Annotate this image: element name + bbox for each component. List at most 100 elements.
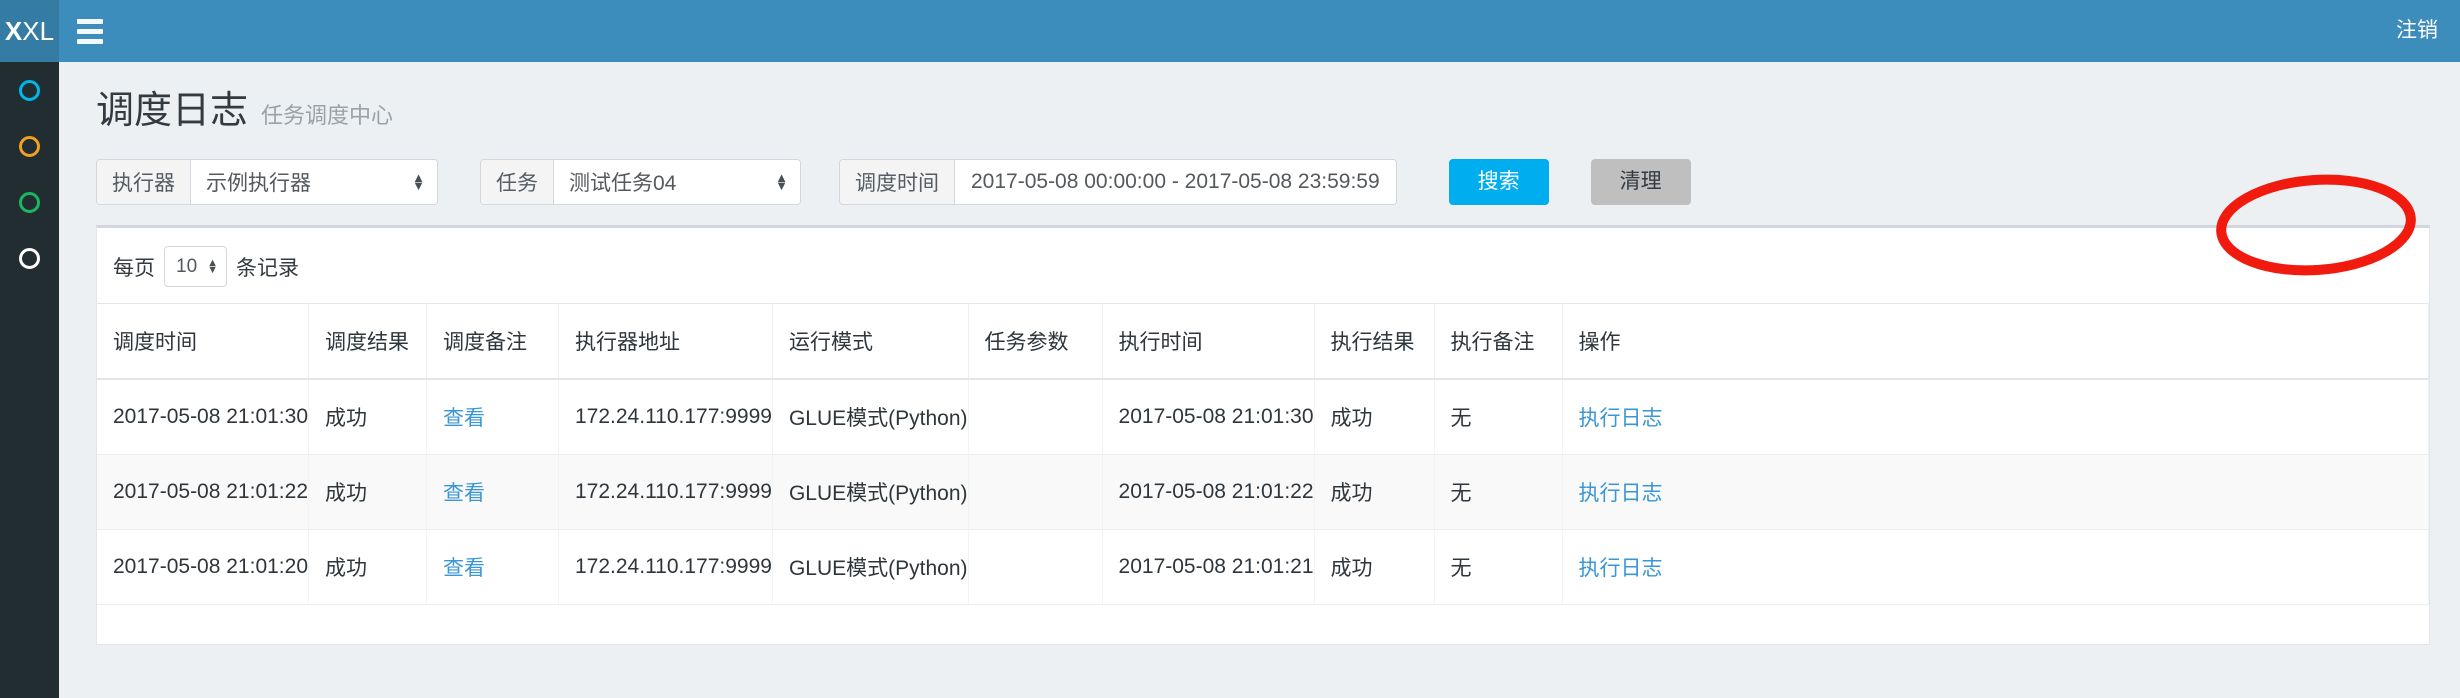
schedule-time-filter: 调度时间 2017-05-08 00:00:00 - 2017-05-08 23… [839, 159, 1397, 205]
table-header-row: 调度时间 调度结果 调度备注 执行器地址 运行模式 任务参数 执行时间 执行结果… [97, 303, 2430, 380]
col-exec-time[interactable]: 执行时间 [1102, 303, 1315, 380]
cell-exec-remark: 无 [1434, 454, 1563, 530]
cell-schedule-remark: 查看 [426, 454, 559, 530]
schedule-log-table: 调度时间 调度结果 调度备注 执行器地址 运行模式 任务参数 执行时间 执行结果… [97, 303, 2430, 605]
executor-filter-label: 执行器 [97, 160, 191, 204]
cell-exec-time: 2017-05-08 21:01:30 [1102, 379, 1315, 455]
table-row: 2017-05-08 21:01:30 成功 查看 172.24.110.177… [97, 379, 2430, 455]
filter-bar: 执行器 示例执行器 ▲ ▼ 任务 测试任务04 ▲ ▼ 调度时间 2017-05-0… [96, 159, 2460, 205]
hamburger-bar [77, 38, 103, 44]
col-exec-result[interactable]: 执行结果 [1314, 303, 1435, 380]
logo-bold-part: X [4, 16, 23, 46]
table-head: 调度时间 调度结果 调度备注 执行器地址 运行模式 任务参数 执行时间 执行结果… [97, 303, 2430, 380]
circle-icon [19, 79, 40, 101]
exec-log-link[interactable]: 执行日志 [1578, 557, 1663, 580]
executor-filter: 执行器 示例执行器 ▲ ▼ [96, 159, 438, 205]
main-content: 调度日志 任务调度中心 执行器 示例执行器 ▲ ▼ 任务 测试任务04 ▲ ▼ [59, 62, 2460, 698]
view-link[interactable]: 查看 [443, 407, 485, 430]
circle-icon [19, 191, 40, 213]
cell-run-mode: GLUE模式(Python) [772, 379, 969, 455]
cell-schedule-remark: 查看 [426, 529, 559, 605]
length-prefix-label: 每页 [113, 256, 155, 280]
cell-schedule-result: 成功 [308, 379, 427, 455]
sort-arrows-icon: ▲ ▼ [775, 170, 788, 193]
sidebar [0, 62, 59, 698]
schedule-time-value: 2017-05-08 00:00:00 - 2017-05-08 23:59:5… [971, 170, 1380, 193]
logo-text: XXL [5, 18, 54, 44]
cell-exec-remark: 无 [1434, 529, 1563, 605]
job-select-value: 测试任务04 [569, 172, 677, 195]
schedule-time-input[interactable]: 2017-05-08 00:00:00 - 2017-05-08 23:59:5… [955, 160, 1396, 204]
page-subtitle: 任务调度中心 [261, 103, 394, 128]
table-body: 2017-05-08 21:01:30 成功 查看 172.24.110.177… [97, 379, 2430, 605]
cell-job-params [968, 529, 1103, 605]
circle-icon [19, 247, 40, 269]
table-row: 2017-05-08 21:01:20 成功 查看 172.24.110.177… [97, 529, 2430, 605]
page-length-select[interactable]: 10 ▲ ▼ [164, 246, 227, 287]
table-length-control: 每页 10 ▲ ▼ 条记录 [97, 228, 2429, 303]
page-title: 调度日志 [96, 90, 249, 132]
cell-executor-address: 172.24.110.177:9999 [558, 454, 773, 530]
sort-arrows-icon: ▲ ▼ [207, 256, 218, 276]
length-suffix-label: 条记录 [236, 256, 299, 280]
exec-log-link[interactable]: 执行日志 [1578, 482, 1663, 505]
cell-run-mode: GLUE模式(Python) [772, 454, 969, 530]
col-run-mode[interactable]: 运行模式 [772, 303, 969, 380]
cell-action: 执行日志 [1562, 454, 2430, 530]
logo[interactable]: XXL [0, 0, 59, 62]
clear-button[interactable]: 清理 [1590, 159, 1691, 205]
col-action[interactable]: 操作 [1562, 303, 2430, 380]
cell-exec-result: 成功 [1314, 379, 1435, 455]
hamburger-bar [77, 18, 103, 24]
top-header: XXL 注销 [0, 0, 2460, 62]
page-length-value: 10 [176, 255, 198, 277]
cell-exec-remark: 无 [1434, 379, 1563, 455]
cell-action: 执行日志 [1562, 529, 2430, 605]
logo-rest-part: XL [22, 16, 55, 46]
logout-link[interactable]: 注销 [2396, 19, 2438, 42]
view-link[interactable]: 查看 [443, 557, 485, 580]
cell-run-mode: GLUE模式(Python) [772, 529, 969, 605]
log-table-panel: 每页 10 ▲ ▼ 条记录 调度时间 调度结果 调度备注 执行器地址 运行模式 任… [96, 225, 2430, 645]
exec-log-link[interactable]: 执行日志 [1578, 407, 1663, 430]
sidebar-item-1[interactable] [0, 62, 59, 118]
view-link[interactable]: 查看 [443, 482, 485, 505]
cell-exec-time: 2017-05-08 21:01:22 [1102, 454, 1315, 530]
executor-select[interactable]: 示例执行器 ▲ ▼ [191, 160, 437, 204]
job-filter-label: 任务 [481, 160, 554, 204]
schedule-time-label: 调度时间 [840, 160, 955, 204]
cell-job-params [968, 379, 1103, 455]
cell-schedule-time: 2017-05-08 21:01:30 [97, 379, 309, 455]
cell-exec-result: 成功 [1314, 529, 1435, 605]
col-job-params[interactable]: 任务参数 [968, 303, 1103, 380]
cell-executor-address: 172.24.110.177:9999 [558, 529, 773, 605]
col-schedule-time[interactable]: 调度时间 [97, 303, 309, 380]
cell-schedule-time: 2017-05-08 21:01:20 [97, 529, 309, 605]
sidebar-item-4[interactable] [0, 230, 59, 286]
hamburger-icon[interactable] [59, 0, 121, 62]
cell-schedule-remark: 查看 [426, 379, 559, 455]
cell-schedule-time: 2017-05-08 21:01:22 [97, 454, 309, 530]
sidebar-item-2[interactable] [0, 118, 59, 174]
col-schedule-result[interactable]: 调度结果 [308, 303, 427, 380]
executor-select-value: 示例执行器 [206, 172, 311, 195]
search-button[interactable]: 搜索 [1448, 159, 1549, 205]
page-header: 调度日志 任务调度中心 [59, 62, 2460, 130]
job-select[interactable]: 测试任务04 ▲ ▼ [554, 160, 800, 204]
col-exec-remark[interactable]: 执行备注 [1434, 303, 1563, 380]
col-executor-address[interactable]: 执行器地址 [558, 303, 773, 380]
circle-icon [19, 135, 40, 157]
cell-exec-result: 成功 [1314, 454, 1435, 530]
col-schedule-remark[interactable]: 调度备注 [426, 303, 559, 380]
cell-schedule-result: 成功 [308, 454, 427, 530]
cell-exec-time: 2017-05-08 21:01:21 [1102, 529, 1315, 605]
job-filter: 任务 测试任务04 ▲ ▼ [480, 159, 801, 205]
cell-job-params [968, 454, 1103, 530]
sort-arrows-icon: ▲ ▼ [412, 170, 425, 193]
cell-executor-address: 172.24.110.177:9999 [558, 379, 773, 455]
hamburger-bar [77, 28, 103, 34]
sidebar-item-3[interactable] [0, 174, 59, 230]
table-row: 2017-05-08 21:01:22 成功 查看 172.24.110.177… [97, 454, 2430, 530]
cell-action: 执行日志 [1562, 379, 2430, 455]
